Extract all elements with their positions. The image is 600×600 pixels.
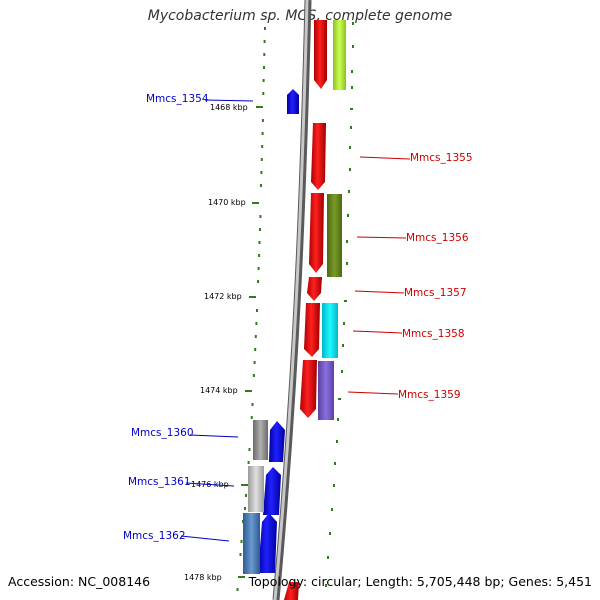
genome-title: Mycobacterium sp. MCS, complete genome	[147, 8, 453, 24]
gene-labels-right: Mmcs_1355 Mmcs_1356 Mmcs_1357 Mmcs_1358 …	[347, 152, 473, 401]
annotation-track	[318, 194, 342, 420]
gene-feature	[263, 467, 281, 515]
gene-label: Mmcs_1358	[402, 328, 465, 340]
gene-feature	[287, 89, 299, 114]
gene-feature	[304, 303, 320, 357]
topology-text: Topology: circular; Length: 5,705,448 bp…	[248, 574, 592, 589]
cds-forward	[258, 421, 285, 573]
gene-label: Mmcs_1359	[398, 389, 461, 401]
gene-feature	[311, 123, 326, 190]
top-features	[314, 20, 346, 90]
scale-label: 1468 kbp	[210, 103, 248, 112]
gene-label: Mmcs_1361	[128, 476, 191, 488]
gene-feature	[284, 582, 299, 600]
gene-feature	[318, 361, 334, 420]
gene-label: Mmcs_1360	[131, 427, 194, 439]
gene-label: Mmcs_1357	[404, 287, 467, 299]
gene-feature	[253, 420, 268, 460]
gene-feature	[314, 20, 327, 89]
gene-label: Mmcs_1354	[146, 93, 209, 105]
gene-feature	[322, 303, 338, 358]
scale-label: 1470 kbp	[208, 198, 246, 207]
gene-feature	[248, 466, 264, 512]
accession-text: Accession: NC_008146	[8, 574, 151, 589]
gene-label: Mmcs_1362	[123, 530, 186, 542]
gene-feature	[300, 360, 317, 418]
gene-feature	[327, 194, 342, 277]
annotation-track-left	[243, 420, 268, 574]
gene-feature	[307, 277, 322, 301]
scale-label: 1472 kbp	[204, 292, 242, 301]
scale-labels: 1468 kbp 1470 kbp 1472 kbp 1474 kbp 1476…	[184, 103, 248, 582]
scale-ring-left	[236, 27, 266, 591]
gene-feature	[333, 20, 346, 90]
gene-label: Mmcs_1355	[410, 152, 473, 164]
scale-ring-right	[325, 22, 354, 587]
gene-feature	[243, 513, 260, 574]
gene-feature	[269, 421, 285, 462]
scale-label: 1478 kbp	[184, 573, 222, 582]
genome-backbone	[272, 0, 312, 600]
scale-label: 1474 kbp	[200, 386, 238, 395]
gene-feature	[258, 513, 277, 573]
gene-feature	[309, 193, 324, 273]
gene-label: Mmcs_1356	[406, 232, 469, 244]
gene-labels-left: Mmcs_1354 Mmcs_1360 Mmcs_1361 Mmcs_1362	[123, 93, 254, 542]
cds-reverse	[284, 123, 326, 600]
